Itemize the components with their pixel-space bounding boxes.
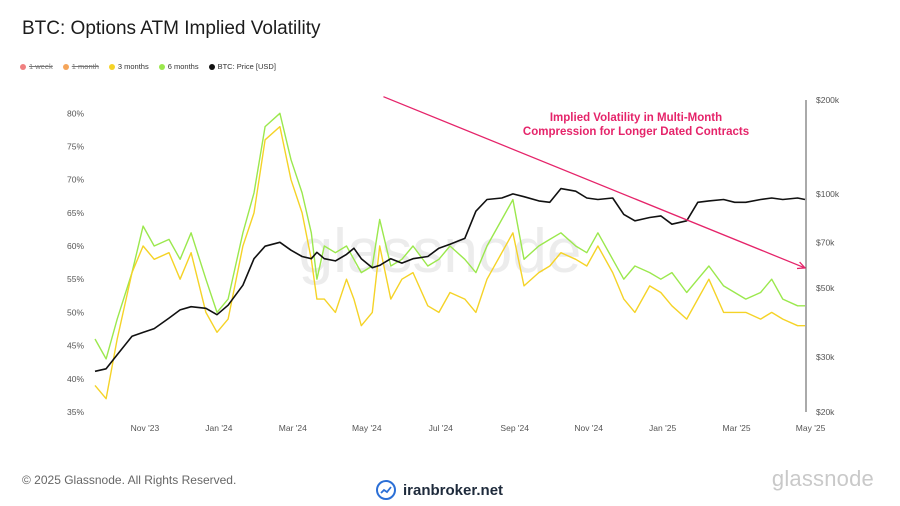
legend-swatch [108,63,115,70]
y-tick-label-left: 70% [67,175,84,185]
y-tick-label-left: 50% [67,307,84,317]
annotation-text-line1: Implied Volatility in Multi-Month [550,112,722,124]
y-tick-label-left: 75% [67,141,84,151]
legend: 1 week 1 month 3 months 6 months BTC: Pr… [20,62,276,71]
y-tick-label-right: $50k [816,283,835,293]
legend-item-1-week[interactable]: 1 week [20,62,53,71]
x-tick-label: Jan '24 [205,423,232,433]
glassnode-logo: glassnode [771,466,874,491]
x-tick-label: Jan '25 [649,423,676,433]
x-tick-label: May '25 [796,423,826,433]
legend-swatch [158,63,165,70]
y-tick-label-left: 45% [67,341,84,351]
series-line-3-months [94,125,805,400]
y-tick-label-right: $20k [816,407,835,417]
y-tick-label-left: 65% [67,208,84,218]
legend-item-1-month[interactable]: 1 month [62,62,99,71]
site-text: iranbroker.net [403,481,504,499]
legend-item-btc-price[interactable]: BTC: Price [USD] [208,62,276,71]
x-tick-label: Nov '24 [574,423,603,433]
legend-label: 1 month [71,62,99,71]
legend-item-6-months[interactable]: 6 months [158,62,199,71]
series-line-btc-price [94,187,806,373]
copyright-text: © 2025 Glassnode. All Rights Reserved. [22,473,237,487]
legend-label: BTC: Price [USD] [217,62,276,71]
chart-title: BTC: Options ATM Implied Volatility [22,18,321,39]
y-tick-label-right: $30k [816,352,835,362]
y-tick-label-left: 40% [67,374,84,384]
legend-swatch [208,63,215,70]
chart-area: glassnode 35% 40% 45% 50% 55% 60% 65% 70% 75% 80% $… [67,95,840,433]
y-tick-label-left: 80% [67,108,84,118]
y-tick-label-left: 35% [67,407,84,417]
trend-chart-icon [376,480,396,500]
site-watermark: iranbroker.net [376,480,503,500]
x-tick-label: Mar '24 [279,423,307,433]
legend-label: 3 months [117,62,149,71]
legend-swatch [62,63,69,70]
series-line-6-months [94,112,805,360]
annotation-arrow-head [796,261,807,270]
annotation-text-line2: Compression for Longer Dated Contracts [523,126,749,138]
legend-label: 1 week [29,62,53,71]
y-tick-label-right: $100k [816,189,840,199]
legend-swatch [20,63,26,70]
y-tick-label-left: 55% [67,274,84,284]
y-tick-label-right: $70k [816,237,835,247]
annotation-arrow-line [383,96,806,269]
x-tick-label: Nov '23 [131,423,160,433]
x-tick-label: Mar '25 [723,423,751,433]
y-tick-label-left: 60% [67,241,84,251]
y-tick-label-right: $200k [816,95,840,105]
x-tick-label: May '24 [352,423,382,433]
legend-label: 6 months [167,62,199,71]
x-tick-label: Sep '24 [500,423,529,433]
chart-watermark: glassnode [299,217,582,286]
x-tick-label: Jul '24 [429,423,454,433]
legend-item-3-months[interactable]: 3 months [108,62,149,71]
